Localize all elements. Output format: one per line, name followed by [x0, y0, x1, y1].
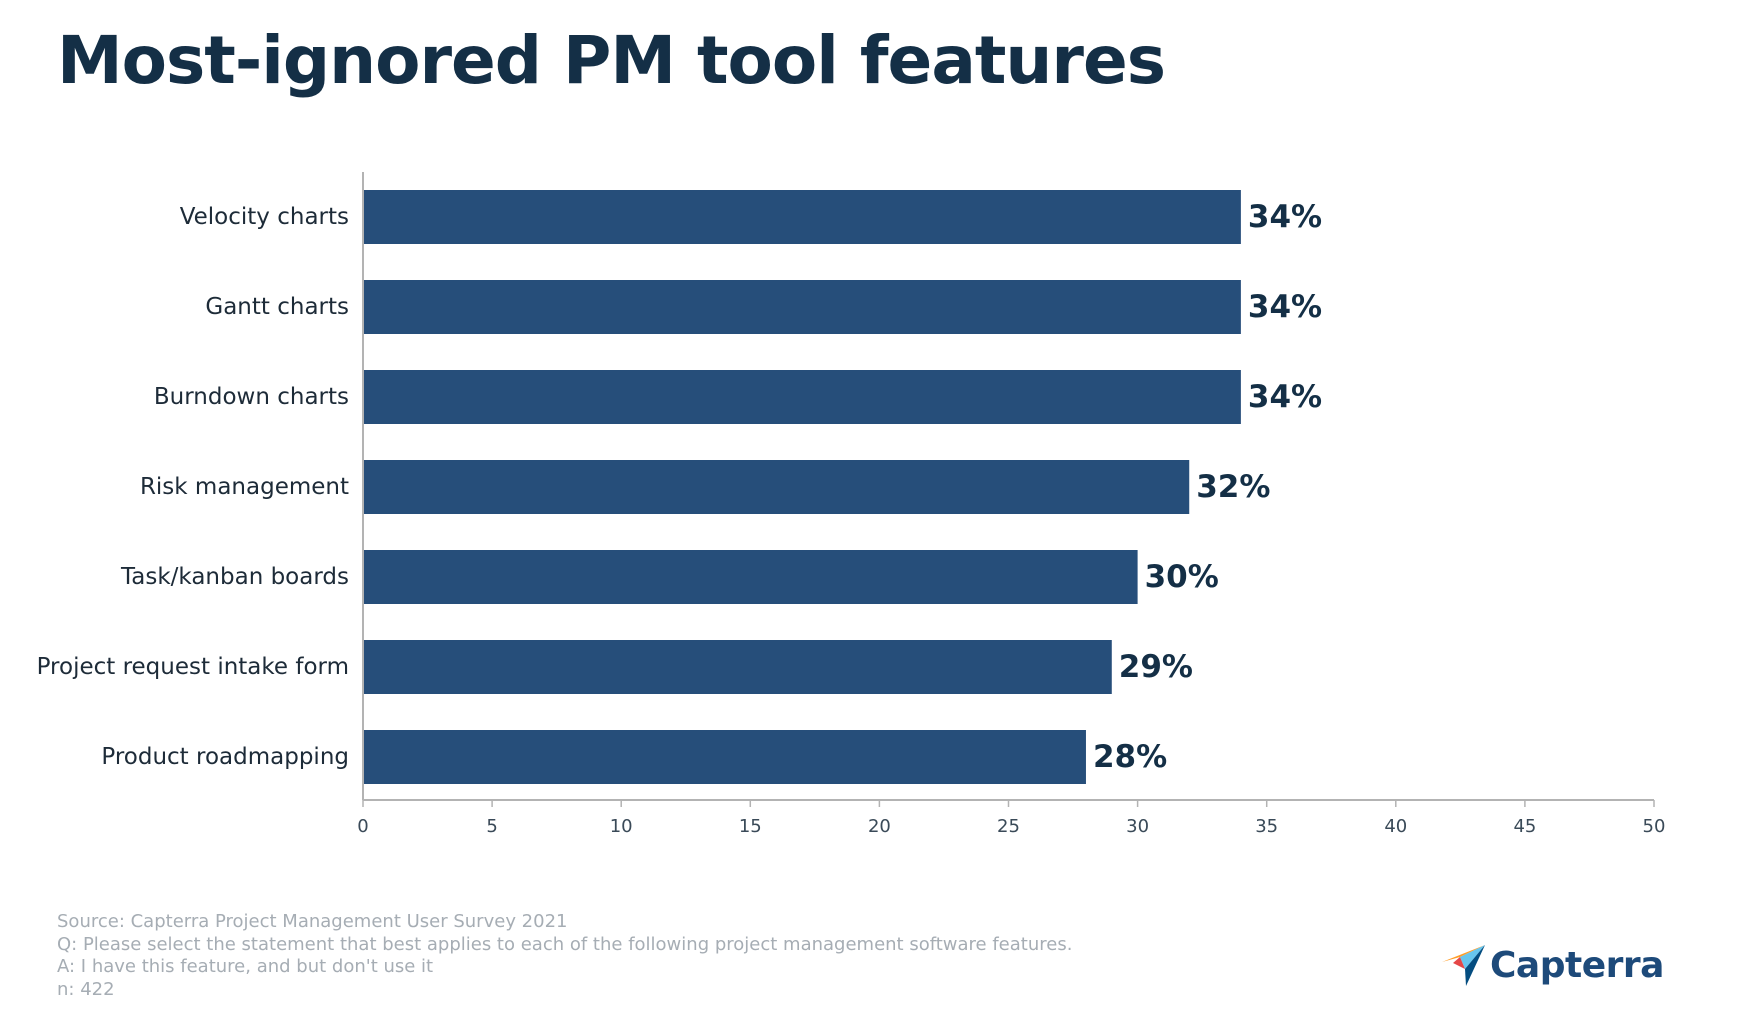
bar-5 [364, 640, 1112, 694]
x-tick-label: 0 [357, 816, 368, 837]
capterra-logo-icon [1442, 945, 1485, 986]
x-tick-label: 20 [868, 816, 891, 837]
x-tick-label: 30 [1126, 816, 1149, 837]
x-tick-label: 10 [610, 816, 633, 837]
x-tick-label: 45 [1513, 816, 1536, 837]
footer-sample-size: n: 422 [57, 978, 115, 1000]
x-tick-label: 35 [1255, 816, 1278, 837]
category-label: Risk management [140, 474, 349, 500]
capterra-logo: Capterra [1440, 940, 1664, 990]
category-label: Gantt charts [205, 294, 349, 320]
capterra-logo-text: Capterra [1490, 944, 1664, 986]
bars-layer [364, 190, 1241, 784]
bar-chart: 0 5 10 15 20 25 30 35 40 45 50 Velocity charts 34% G… [37, 172, 1665, 837]
x-tick-label: 50 [1643, 816, 1666, 837]
value-label: 30% [1145, 559, 1219, 595]
category-label: Product roadmapping [101, 744, 349, 770]
category-label: Task/kanban boards [120, 564, 349, 590]
value-label: 29% [1119, 649, 1193, 685]
axis-layer: 0 5 10 15 20 25 30 35 40 45 50 [357, 172, 1665, 837]
bar-3 [364, 460, 1190, 514]
value-label: 34% [1248, 289, 1322, 325]
labels-layer: Velocity charts 34% Gantt charts 34% Burndow… [37, 199, 1323, 775]
value-label: 34% [1248, 199, 1322, 235]
value-label: 32% [1196, 469, 1270, 505]
chart-title: Most-ignored PM tool features [57, 22, 1166, 99]
x-tick-label: 25 [997, 816, 1020, 837]
bar-1 [364, 280, 1241, 334]
footer-question: Q: Please select the statement that best… [57, 933, 1073, 955]
value-label: 28% [1093, 739, 1167, 775]
footer-answer: A: I have this feature, and but don't us… [57, 956, 434, 977]
category-label: Velocity charts [180, 204, 349, 230]
bar-0 [364, 190, 1241, 244]
bar-2 [364, 370, 1241, 424]
x-tick-label: 5 [486, 816, 497, 837]
category-label: Project request intake form [37, 654, 349, 680]
bar-6 [364, 730, 1086, 784]
x-tick-label: 15 [739, 816, 762, 837]
category-label: Burndown charts [154, 384, 349, 410]
bar-4 [364, 550, 1138, 604]
value-label: 34% [1248, 379, 1322, 415]
x-tick-label: 40 [1384, 816, 1407, 837]
footer-source: Source: Capterra Project Management User… [57, 911, 568, 932]
chart-footer: Source: Capterra Project Management User… [57, 911, 1072, 1001]
